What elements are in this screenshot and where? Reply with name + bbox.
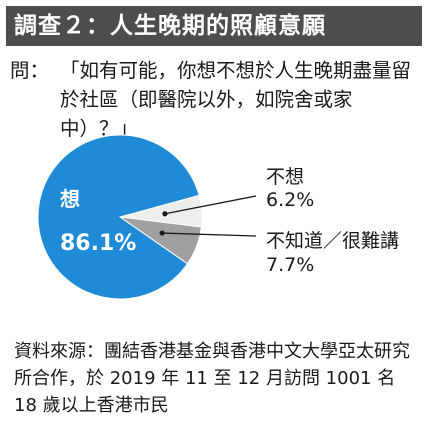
slice-label-unsure: 不知道／很難講 xyxy=(266,230,399,252)
slice-value-unsure: 7.7% xyxy=(266,254,314,276)
source-note: 資料來源：團結香港基金與香港中文大學亞太研究所合作，於 2019 年 11 至 … xyxy=(14,341,410,416)
slice-value-yes: 86.1% xyxy=(60,231,136,256)
pie-slice-yes xyxy=(37,134,200,300)
leader-dot-unsure xyxy=(159,230,165,236)
chart-title: 調查２：人生晚期的照顧意願 xyxy=(6,6,422,46)
slice-label-no: 不想 xyxy=(266,166,304,188)
leader-line-unsure xyxy=(162,232,257,237)
leader-dot-no xyxy=(162,211,168,217)
question-label: 問： xyxy=(10,59,50,82)
slice-value-no: 6.2% xyxy=(266,189,314,211)
leader-line-no xyxy=(164,195,257,215)
slice-label-yes: 想 xyxy=(60,187,80,211)
question-text: 「如有可能，你想不想於人生晚期盡量留於社區（即醫院以外，如院舍或家中）？」 xyxy=(60,59,412,140)
